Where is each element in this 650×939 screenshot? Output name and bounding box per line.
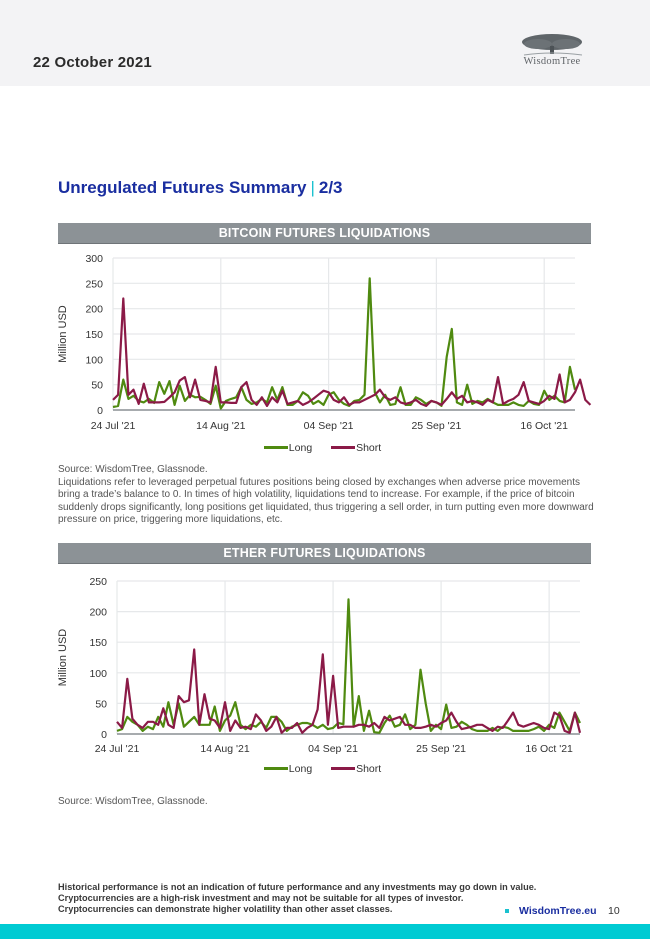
title-separator: | (310, 178, 315, 197)
bullet-icon (505, 909, 509, 914)
website-link[interactable]: WisdomTree.eu (505, 905, 597, 917)
page-part: 2/3 (318, 178, 343, 197)
y-tick-label: 250 (85, 278, 103, 290)
legend-short: Short (331, 442, 381, 454)
y-tick-label: 150 (85, 329, 103, 341)
bitcoin-chart-legend: Long Short (50, 440, 595, 454)
page-title: Unregulated Futures Summary | 2/3 (58, 178, 343, 198)
series-line-short (116, 648, 582, 734)
ether-source: Source: WisdomTree, Glassnode. (58, 796, 208, 807)
website-link-text[interactable]: WisdomTree.eu (519, 905, 597, 917)
ether-chart-svg: 0 50 100 150 200 250 24 Jul '21 14 Aug '21 04 Se… (57, 576, 582, 755)
x-tick-label: 14 Aug '21 (196, 420, 245, 432)
ether-liquidations-chart: 0 50 100 150 200 250 24 Jul '21 14 Aug '21 04 Se… (50, 570, 595, 780)
page-number: 10 (608, 905, 620, 917)
legend-short-label: Short (356, 441, 382, 454)
y-tick-label: 50 (95, 698, 107, 710)
y-axis-label: Million USD (57, 629, 69, 687)
liquidation-description: Liquidations refer to leveraged perpetua… (58, 476, 594, 526)
y-tick-label: 0 (97, 405, 103, 417)
footer-bar (0, 924, 650, 939)
bitcoin-source: Source: WisdomTree, Glassnode. Liquidati… (58, 464, 598, 527)
x-tick-label: 16 Oct '21 (520, 420, 568, 432)
y-tick-label: 0 (101, 729, 107, 741)
short-swatch (331, 767, 356, 770)
bitcoin-liquidations-chart: 0 50 100 150 200 250 300 24 Jul '21 14 Aug '21 04… (50, 248, 595, 458)
disclaimer: Historical performance is not an indicat… (58, 882, 536, 916)
legend-long: Long (263, 441, 313, 454)
series-line-short (112, 297, 592, 407)
x-tick-label: 25 Sep '21 (416, 743, 466, 755)
legend-long: Long (263, 762, 313, 775)
y-tick-label: 200 (85, 304, 103, 316)
y-axis-label: Million USD (57, 305, 69, 363)
brand-name: WisdomTree (523, 56, 581, 67)
y-tick-label: 100 (85, 354, 103, 366)
ether-chart-legend: Long Short (50, 761, 595, 775)
y-tick-label: 50 (91, 380, 103, 392)
series-line-long (116, 598, 581, 734)
y-tick-label: 300 (85, 253, 103, 265)
bitcoin-chart-svg: 0 50 100 150 200 250 300 24 Jul '21 14 Aug '21 04… (57, 253, 592, 432)
y-tick-label: 250 (89, 576, 107, 588)
x-tick-label: 04 Sep '21 (304, 420, 354, 432)
x-tick-label: 24 Jul '21 (95, 743, 140, 755)
wisdomtree-logo: WisdomTree (510, 32, 590, 74)
long-swatch (263, 767, 288, 770)
page-title-text: Unregulated Futures Summary (58, 178, 307, 197)
source-text: Source: WisdomTree, Glassnode. (58, 464, 208, 475)
disclaimer-line: Cryptocurrencies are a high-risk investm… (58, 893, 464, 904)
disclaimer-line: Historical performance is not an indicat… (58, 882, 537, 892)
long-swatch (263, 446, 288, 449)
bitcoin-section-header: BITCOIN FUTURES LIQUIDATIONS (58, 223, 591, 244)
x-tick-label: 24 Jul '21 (91, 420, 136, 432)
short-swatch (331, 446, 356, 449)
x-tick-label: 04 Sep '21 (308, 743, 358, 755)
y-tick-label: 200 (89, 607, 107, 619)
x-tick-label: 16 Oct '21 (525, 743, 573, 755)
x-tick-label: 25 Sep '21 (411, 420, 461, 432)
series-line-long (112, 277, 577, 410)
y-tick-label: 150 (89, 637, 107, 649)
x-tick-label: 14 Aug '21 (200, 743, 249, 755)
tree-icon (522, 34, 583, 56)
report-date: 22 October 2021 (33, 54, 152, 71)
disclaimer-line: Cryptocurrencies can demonstrate higher … (58, 904, 393, 915)
legend-long-label: Long (288, 441, 313, 454)
legend-long-label: Long (288, 762, 313, 775)
page-header: 22 October 2021 WisdomTree (0, 0, 650, 86)
legend-short-label: Short (356, 762, 382, 775)
legend-short: Short (331, 763, 381, 775)
y-tick-label: 100 (89, 668, 107, 680)
ether-section-header: ETHER FUTURES LIQUIDATIONS (58, 543, 591, 564)
